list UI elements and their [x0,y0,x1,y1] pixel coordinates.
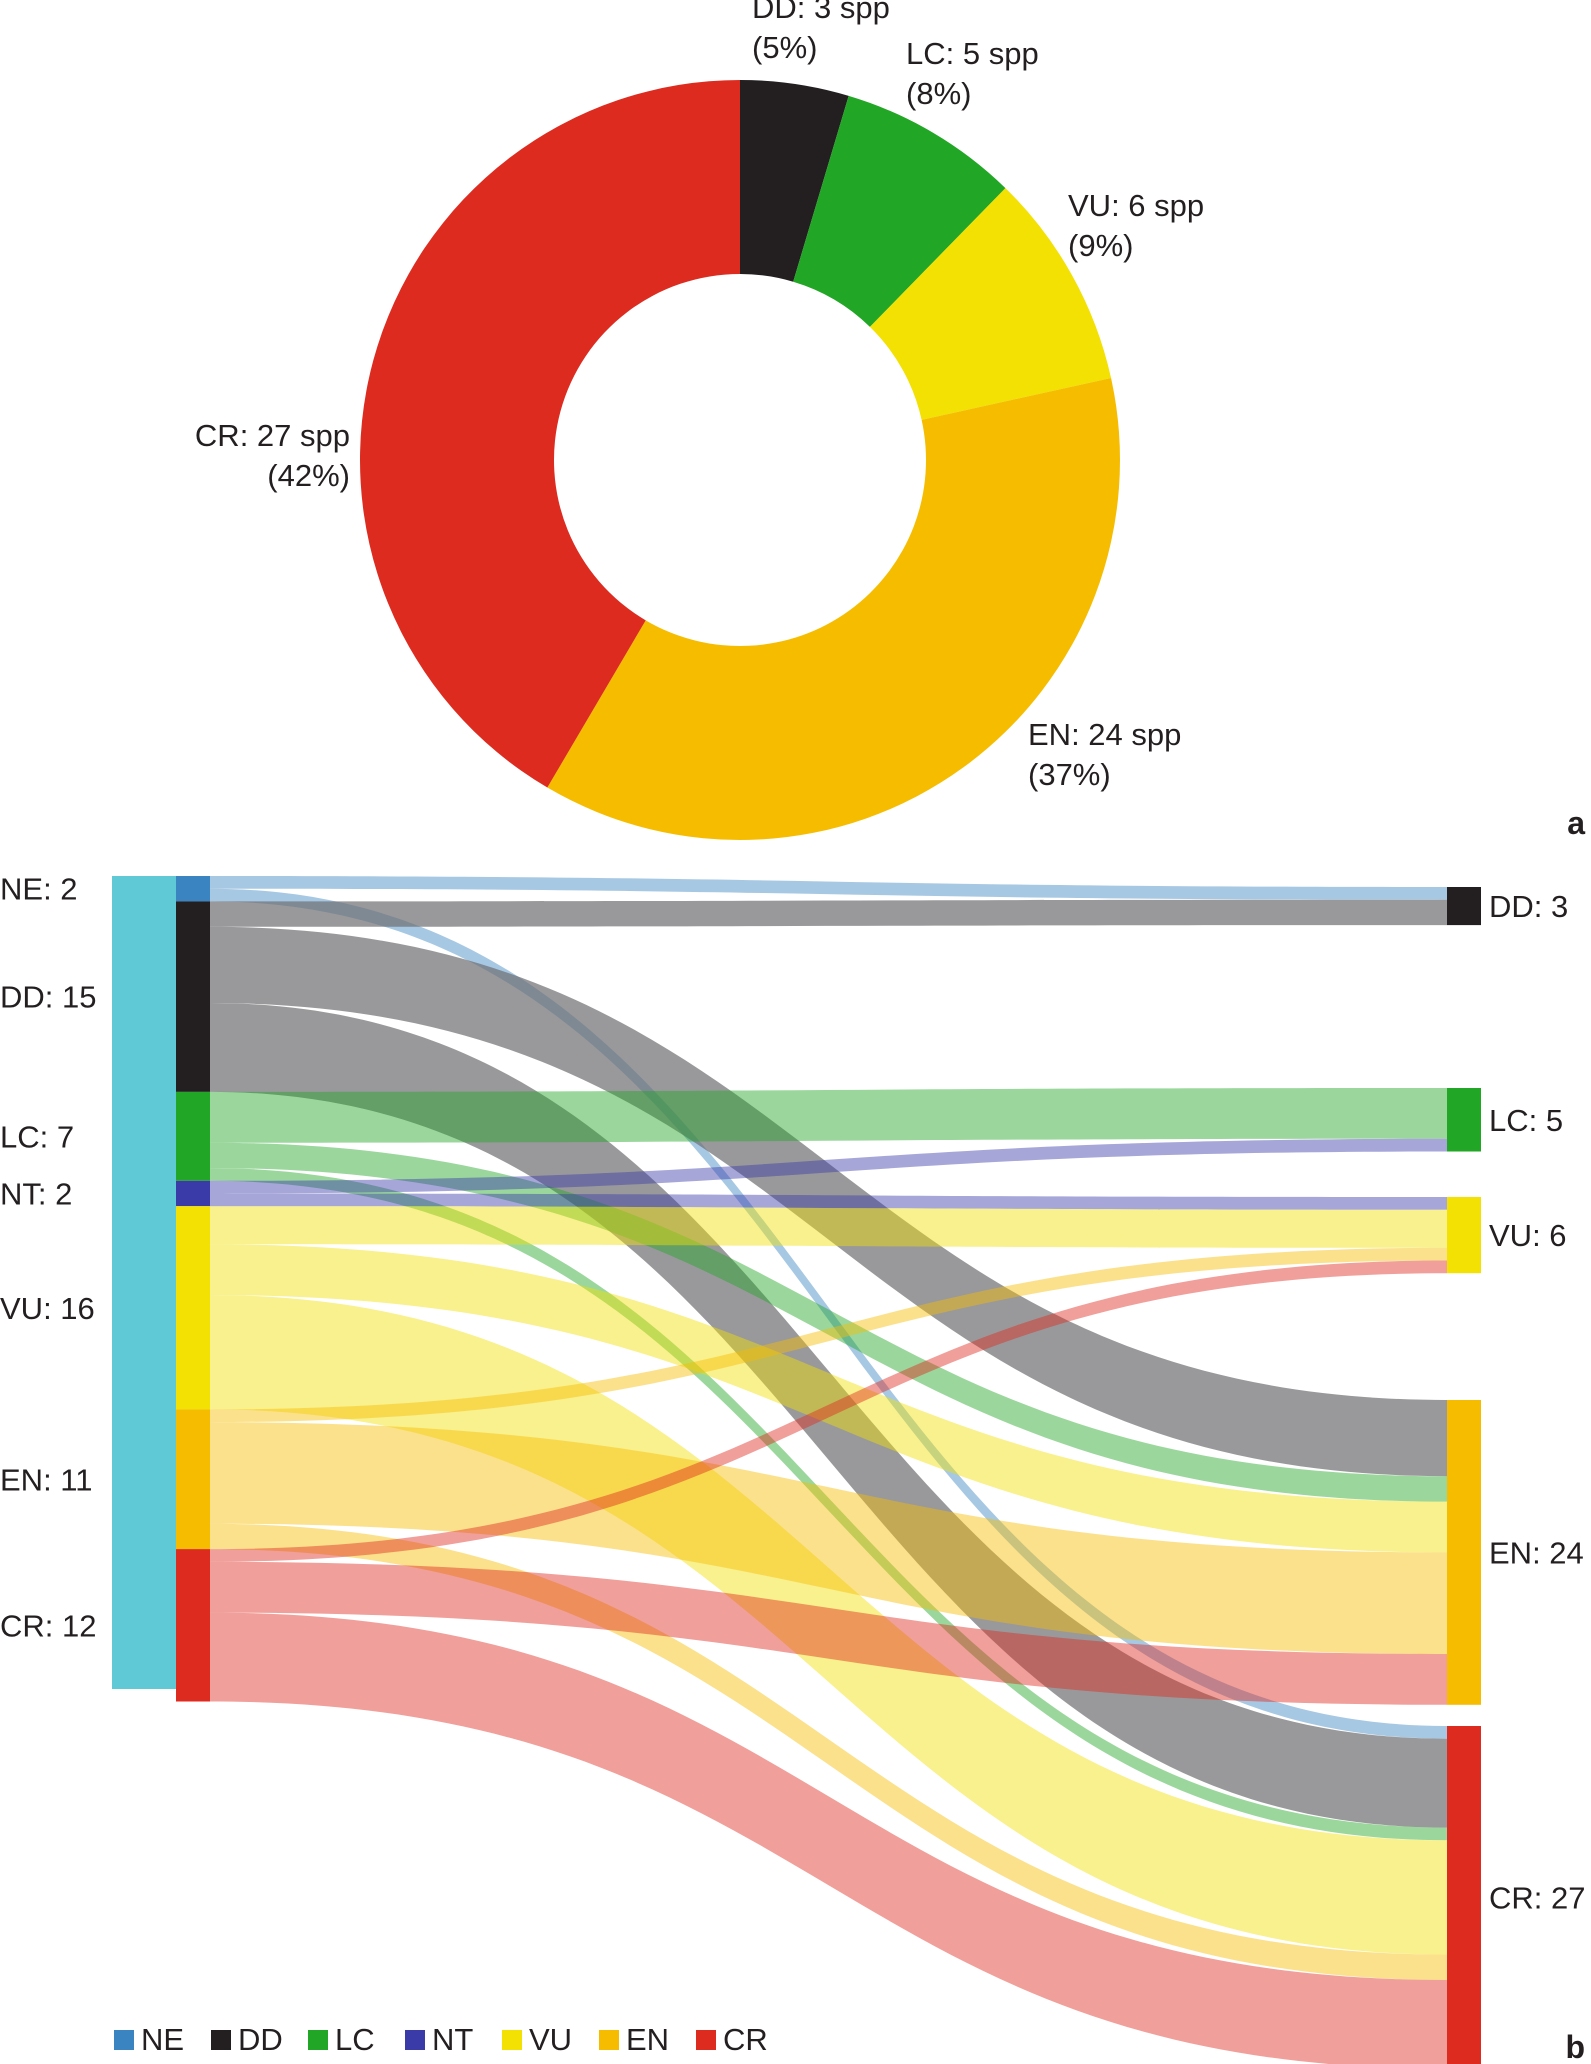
sankey-left-node-dd [176,901,210,1092]
pie-label-cr: CR: 27 spp [195,418,350,453]
sankey-left-label-lc: LC: 7 [0,1119,74,1154]
sankey-right-node-dd [1447,887,1481,926]
legend-swatch-nt [405,2030,425,2050]
sankey-left-label-en: EN: 11 [0,1462,92,1497]
pie-label-lc: LC: 5 spp [906,36,1039,71]
legend-swatch-dd [211,2030,231,2050]
pie-label-vu: VU: 6 spp [1068,188,1204,223]
legend-label-nt: NT [432,2022,473,2057]
sankey-left-label-vu: VU: 16 [0,1291,95,1326]
sankey-flow-en-to-cr [210,1523,1447,1980]
sankey-left-label-cr: CR: 12 [0,1608,96,1643]
sankey-flow-dd-to-dd [210,899,1447,927]
pie-percent-vu: (9%) [1068,228,1133,263]
legend-label-cr: CR [723,2022,768,2057]
sankey-left-label-dd: DD: 15 [0,980,96,1015]
pie-percent-dd: (5%) [752,30,817,65]
pie-label-en: EN: 24 spp [1028,717,1181,752]
sankey-flow-vu-to-vu [210,1206,1447,1248]
sankey-flow-lc-to-cr [210,1168,1447,1841]
sankey-flow-en-to-en [210,1422,1447,1654]
sankey-right-nodes: DD: 3 LC: 5 VU: 6 EN: 24 CR: 27 [1447,887,1585,2064]
legend-label-en: EN [626,2022,669,2057]
sankey-right-node-en [1447,1400,1481,1705]
legend-label-ne: NE [141,2022,184,2057]
pie-percent-en: (37%) [1028,757,1111,792]
panel-label-b: b [1565,2029,1585,2064]
sankey-left-node-nt [176,1180,210,1207]
sankey-flow-cr-to-en [210,1561,1447,1705]
sankey-right-node-cr [1447,1726,1481,2064]
legend-swatch-cr [696,2030,716,2050]
legend-label-lc: LC [335,2022,375,2057]
sankey-flow-vu-to-cr [210,1295,1447,1955]
sankey-flows [210,876,1447,2064]
sankey-flow-lc-to-en [210,1142,1447,1502]
sankey-flow-ne-to-dd [210,876,1447,900]
sankey-left-node-ne [176,876,210,902]
sankey-left-node-cr [176,1549,210,1702]
pie-slice-vu [869,188,1112,420]
legend-label-dd: DD [238,2022,283,2057]
sankey-right-label-vu: VU: 6 [1489,1218,1567,1253]
legend-swatch-en [599,2030,619,2050]
sankey-flow-nt-to-lc [210,1138,1447,1194]
donut-chart: DD: 3 spp (5%) LC: 5 spp (8%) VU: 6 spp (9%) E… [195,0,1204,840]
pie-label-dd: DD: 3 spp [752,0,890,25]
pie-slice-dd [740,80,849,282]
pie-slice-lc [793,95,1006,327]
sankey-left-node-vu [176,1206,210,1410]
sankey-right-label-en: EN: 24 [1489,1535,1584,1570]
sankey-flow-nt-to-vu [210,1193,1447,1210]
sankey-right-node-lc [1447,1088,1481,1152]
sankey-right-label-dd: DD: 3 [1489,889,1568,924]
legend-swatch-vu [502,2030,522,2050]
sankey-right-label-lc: LC: 5 [1489,1103,1563,1138]
sankey-left-node-lc [176,1091,210,1181]
pie-percent-cr: (42%) [267,458,350,493]
legend: NE DD LC NT VU EN CR [114,2022,768,2057]
sankey-flow-lc-to-lc [210,1088,1447,1143]
sankey-flow-vu-to-en [210,1244,1447,1553]
sankey-flow-dd-to-cr [210,1003,1447,1828]
sankey-flow-cr-to-vu [210,1260,1447,1562]
sankey-left-label-ne: NE: 2 [0,872,78,907]
sankey-total-bar [112,876,176,1689]
legend-swatch-ne [114,2030,134,2050]
sankey-left-label-nt: NT: 2 [0,1177,72,1212]
pie-slice-cr [360,80,740,788]
sankey-flow-en-to-vu [210,1247,1447,1423]
sankey-flow-cr-to-cr [210,1612,1447,2064]
sankey-right-node-vu [1447,1197,1481,1274]
pie-percent-lc: (8%) [906,76,971,111]
sankey-flow-dd-to-en [210,926,1447,1477]
sankey-left-nodes: NE: 2 DD: 15 LC: 7 NT: 2 VU: 16 EN: 11 CR: 12 [0,872,210,1702]
panel-label-a: a [1567,805,1585,841]
legend-swatch-lc [308,2030,328,2050]
sankey-left-node-en [176,1409,210,1550]
legend-label-vu: VU [529,2022,572,2057]
sankey-flow-ne-to-cr [210,888,1447,1739]
pie-slice-en [547,378,1120,840]
sankey-right-label-cr: CR: 27 [1489,1880,1585,1915]
